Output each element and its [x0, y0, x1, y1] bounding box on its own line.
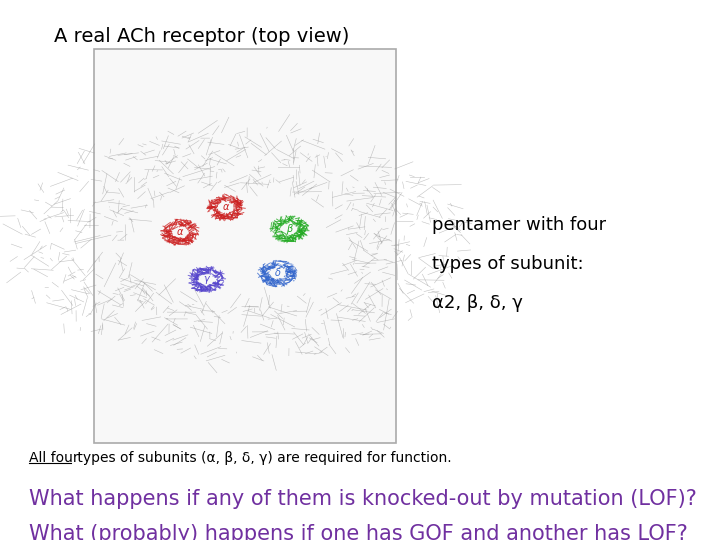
Text: All four: All four: [29, 451, 78, 465]
Text: α2, β, δ, γ: α2, β, δ, γ: [432, 294, 523, 312]
Text: What (probably) happens if one has GOF and another has LOF?: What (probably) happens if one has GOF a…: [29, 524, 688, 540]
Bar: [94, 49, 396, 443]
Text: types of subunit:: types of subunit:: [432, 255, 584, 273]
Text: α: α: [177, 227, 184, 238]
Text: What happens if any of them is knocked-out by mutation (LOF)?: What happens if any of them is knocked-o…: [29, 489, 697, 509]
Text: α: α: [222, 202, 229, 212]
Text: γ: γ: [203, 274, 209, 285]
Text: pentamer with four: pentamer with four: [432, 216, 606, 234]
Text: types of subunits (α, β, δ, γ) are required for function.: types of subunits (α, β, δ, γ) are requi…: [73, 451, 451, 465]
Text: A real ACh receptor (top view): A real ACh receptor (top view): [54, 27, 349, 46]
Text: δ: δ: [274, 268, 281, 278]
Text: β: β: [286, 224, 292, 234]
